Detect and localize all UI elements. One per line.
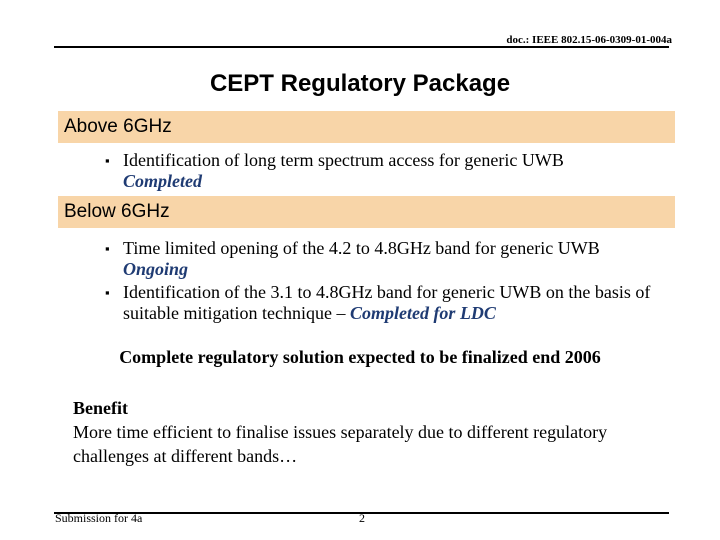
section-label: Below 6GHz bbox=[64, 201, 170, 222]
section-label: Above 6GHz bbox=[64, 116, 172, 137]
bullet-text: Identification of long term spectrum acc… bbox=[123, 150, 564, 170]
bullet-item: ▪ Identification of long term spectrum a… bbox=[105, 150, 675, 192]
bullet-item: ▪ Identification of the 3.1 to 4.8GHz ba… bbox=[105, 282, 675, 324]
bullet-item: ▪ Time limited opening of the 4.2 to 4.8… bbox=[105, 238, 675, 280]
section-band-below-6ghz: Below 6GHz bbox=[58, 196, 675, 228]
slide-title: CEPT Regulatory Package bbox=[209, 70, 511, 97]
bullet-text: Time limited opening of the 4.2 to 4.8GH… bbox=[123, 238, 600, 258]
benefit-text: More time efficient to finalise issues s… bbox=[73, 422, 608, 466]
bullet-list-above-6ghz: ▪ Identification of long term spectrum a… bbox=[105, 150, 675, 194]
bullet-square-icon: ▪ bbox=[105, 153, 110, 168]
section-band-above-6ghz: Above 6GHz bbox=[58, 111, 675, 143]
bullet-square-icon: ▪ bbox=[105, 285, 110, 300]
footer-submission-label: Submission for 4a bbox=[55, 511, 143, 525]
header-rule bbox=[54, 46, 669, 48]
status-text: Completed for LDC bbox=[349, 303, 496, 323]
conclusion-statement: Complete regulatory solution expected to… bbox=[119, 347, 601, 367]
page-number: 2 bbox=[359, 511, 365, 525]
footer-rule bbox=[54, 512, 669, 514]
bullet-square-icon: ▪ bbox=[105, 241, 110, 256]
benefit-heading: Benefit bbox=[73, 398, 128, 418]
status-text: Ongoing bbox=[123, 259, 189, 279]
benefit-block: Benefit More time efficient to finalise … bbox=[73, 396, 633, 468]
doc-id: doc.: IEEE 802.15-06-0309-01-004a bbox=[506, 34, 672, 46]
bullet-text: Identification of the 3.1 to 4.8GHz band… bbox=[123, 282, 651, 323]
bullet-list-below-6ghz: ▪ Time limited opening of the 4.2 to 4.8… bbox=[105, 238, 675, 326]
status-text: Completed bbox=[123, 171, 202, 191]
